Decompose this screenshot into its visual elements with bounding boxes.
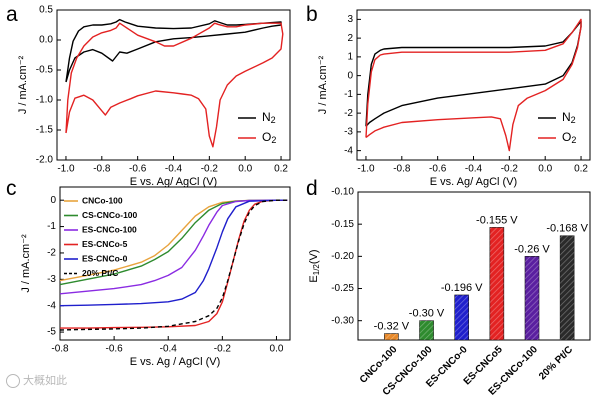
series-line-c-5 bbox=[59, 199, 288, 331]
series-line-a-0 bbox=[65, 18, 282, 83]
x-tick-label-a: -0.2 bbox=[201, 164, 219, 175]
y-tick-label-c: -5 bbox=[47, 327, 56, 338]
legend-label-a-0: N2 bbox=[262, 110, 276, 125]
panel-label-a: a bbox=[6, 3, 18, 26]
bar-hatch-d-1 bbox=[419, 320, 434, 340]
y-tick-label-a: -1.5 bbox=[36, 125, 54, 136]
y-tick-label-d: -0.20 bbox=[331, 251, 354, 262]
y-axis-subscript: 1/2 bbox=[312, 264, 321, 276]
legend-subscript: 2 bbox=[571, 115, 576, 125]
plot-frame-c bbox=[59, 186, 291, 341]
x-tick-label-c: -0.6 bbox=[106, 344, 124, 355]
watermark-text: 大概如此 bbox=[23, 374, 67, 387]
y-tick-label-a: 0.0 bbox=[39, 35, 53, 46]
series-line-c-2 bbox=[59, 199, 288, 295]
y-tick-label-c: -1 bbox=[47, 221, 56, 232]
legend-subscript: 2 bbox=[571, 135, 576, 145]
x-tick-label-b: -0.4 bbox=[465, 164, 483, 175]
y-tick-label-c: -2 bbox=[47, 248, 56, 259]
y-tick-label-b: 3 bbox=[347, 14, 353, 25]
legend-label-b-0: N2 bbox=[562, 110, 576, 125]
x-tick-label-d-5: 20% Pt/C bbox=[537, 344, 575, 382]
x-tick-label-a: -0.6 bbox=[129, 164, 147, 175]
bar-hatch-d-0 bbox=[384, 333, 399, 340]
legend-label-c-1: CS-CNCo-100 bbox=[82, 210, 138, 220]
x-tick-label-c: -0.2 bbox=[214, 344, 232, 355]
series-line-b-0 bbox=[365, 20, 582, 127]
y-tick-label-c: 0 bbox=[50, 195, 56, 206]
y-axis-label-d: E1/2(V) bbox=[308, 249, 321, 282]
y-tick-label-d: -0.30 bbox=[331, 315, 354, 326]
legend-label-c-3: ES-CNCo-5 bbox=[82, 239, 128, 249]
panel-label-b: b bbox=[306, 3, 318, 26]
series-line-c-4 bbox=[59, 199, 288, 307]
x-axis-label-c: E vs. Ag / AgCl (V) bbox=[130, 356, 220, 368]
x-tick-label-a: -0.8 bbox=[93, 164, 111, 175]
x-axis-label-b: E vs. Ag/ AgCl (V) bbox=[430, 176, 517, 188]
legend-label-c-0: CNCo-100 bbox=[82, 195, 123, 205]
bar-value-label-d-1: -0.30 V bbox=[409, 308, 445, 320]
x-tick-label-a: -0.4 bbox=[165, 164, 183, 175]
y-tick-label-b: -4 bbox=[344, 145, 353, 156]
y-tick-label-d: -0.10 bbox=[331, 187, 354, 198]
y-axis-label-b: J / mA.cm⁻² bbox=[317, 55, 329, 114]
bar-value-label-d-0: -0.32 V bbox=[374, 320, 410, 332]
bar-value-label-d-3: -0.155 V bbox=[476, 214, 518, 226]
x-tick-label-b: 0.2 bbox=[574, 164, 588, 175]
bar-hatch-d-3 bbox=[489, 227, 504, 340]
y-tick-label-a: -2.0 bbox=[36, 155, 54, 166]
series-line-c-3 bbox=[60, 199, 288, 329]
y-tick-label-a: -0.5 bbox=[36, 65, 54, 76]
legend-label-c-5: 20% Pt/C bbox=[82, 268, 118, 278]
y-tick-label-a: -1.0 bbox=[36, 95, 54, 106]
watermark-logo-icon bbox=[6, 374, 20, 388]
bar-value-label-d-5: -0.168 V bbox=[546, 223, 588, 235]
x-tick-label-c: -0.4 bbox=[160, 344, 178, 355]
x-tick-label-b: 0.0 bbox=[538, 164, 552, 175]
x-tick-label-b: -0.6 bbox=[429, 164, 447, 175]
x-tick-label-b: -1.0 bbox=[357, 164, 375, 175]
watermark: 大概如此 bbox=[6, 372, 67, 388]
x-tick-label-a: 0.0 bbox=[238, 164, 252, 175]
y-tick-label-b: -1 bbox=[344, 89, 353, 100]
x-tick-label-b: -0.2 bbox=[501, 164, 519, 175]
y-tick-label-b: 0 bbox=[347, 70, 353, 81]
x-tick-label-a: 0.2 bbox=[274, 164, 288, 175]
y-axis-label-c: J / mA.cm⁻² bbox=[20, 234, 32, 293]
y-tick-label-a: 0.5 bbox=[39, 5, 53, 16]
y-tick-label-b: -3 bbox=[344, 127, 353, 138]
plot-frame-d bbox=[357, 191, 591, 341]
y-tick-label-b: 1 bbox=[347, 52, 353, 63]
legend-subscript: 2 bbox=[271, 135, 276, 145]
panel-label-d: d bbox=[306, 177, 318, 200]
y-tick-label-c: -3 bbox=[47, 274, 56, 285]
y-tick-label-b: -2 bbox=[344, 108, 353, 119]
y-axis-unit: (V) bbox=[308, 249, 320, 264]
y-tick-label-b: 2 bbox=[347, 33, 353, 44]
bar-hatch-d-4 bbox=[525, 256, 539, 340]
y-axis-label-a: J / mA.cm⁻² bbox=[17, 55, 29, 114]
legend-label-b-1: O2 bbox=[562, 130, 576, 145]
bar-value-label-d-2: -0.196 V bbox=[441, 282, 483, 294]
y-tick-label-d: -0.15 bbox=[331, 219, 354, 230]
x-tick-label-c: 0.0 bbox=[270, 344, 284, 355]
y-tick-label-d: -0.25 bbox=[331, 283, 354, 294]
x-tick-label-a: -1.0 bbox=[57, 164, 75, 175]
legend-label-c-2: ES-CNCo-100 bbox=[82, 224, 137, 234]
legend-subscript: 2 bbox=[271, 115, 276, 125]
bar-value-label-d-4: -0.26 V bbox=[514, 243, 550, 255]
panel-label-c: c bbox=[6, 177, 17, 200]
series-line-b-1 bbox=[365, 18, 582, 152]
bar-hatch-d-2 bbox=[454, 294, 469, 340]
series-line-a-1 bbox=[65, 22, 284, 148]
x-axis-label-a: E vs. Ag/ AgCl (V) bbox=[130, 176, 217, 188]
x-tick-label-c: -0.8 bbox=[51, 344, 69, 355]
legend-label-a-1: O2 bbox=[262, 130, 276, 145]
legend-label-c-4: ES-CNCo-0 bbox=[82, 253, 128, 263]
y-tick-label-c: -4 bbox=[47, 300, 56, 311]
x-tick-label-b: -0.8 bbox=[393, 164, 411, 175]
bar-hatch-d-5 bbox=[560, 235, 575, 340]
